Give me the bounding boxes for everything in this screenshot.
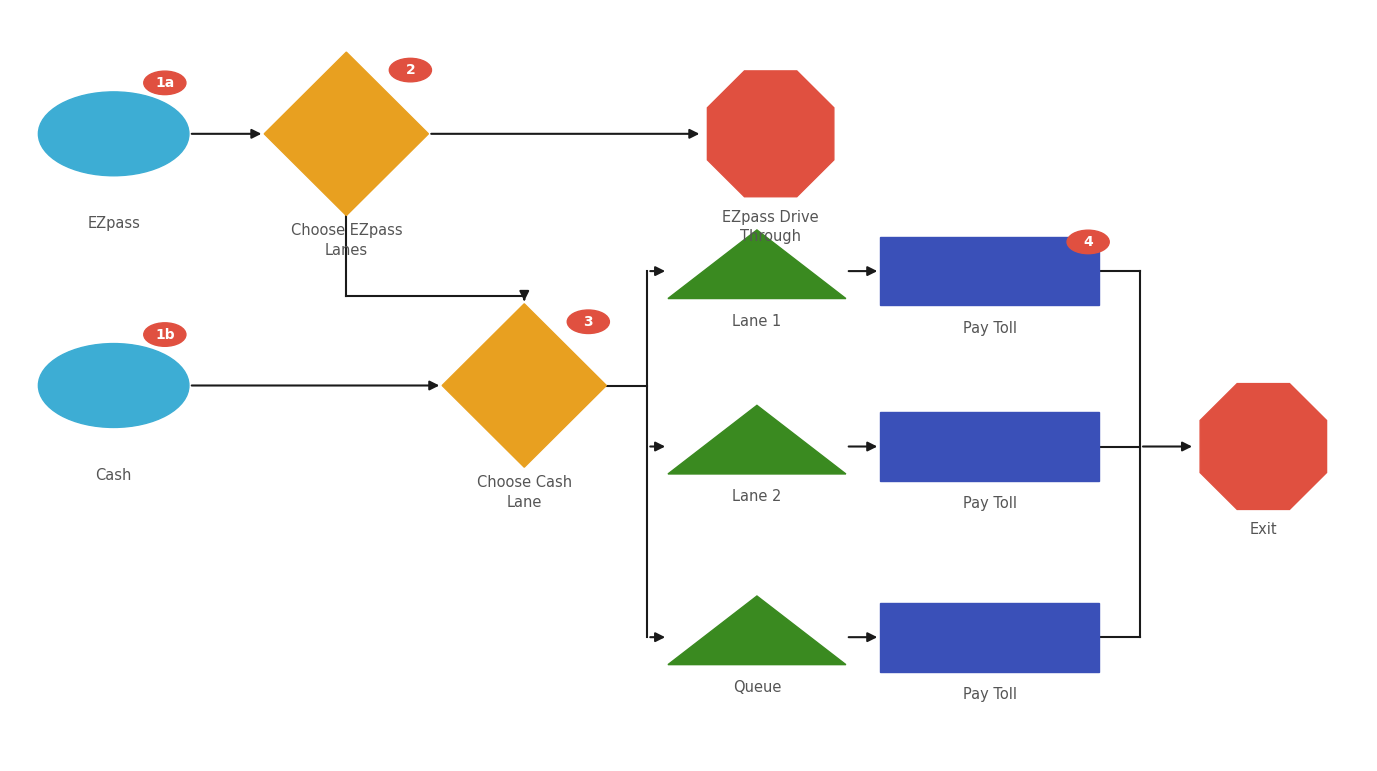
Polygon shape [708, 71, 834, 197]
Circle shape [39, 344, 189, 427]
Text: 3: 3 [584, 315, 593, 328]
Polygon shape [264, 52, 428, 216]
Text: Cash: Cash [95, 468, 132, 483]
Bar [880, 237, 1099, 305]
Text: EZpass: EZpass [87, 217, 140, 231]
Bar [880, 603, 1099, 672]
Text: Lane 1: Lane 1 [733, 314, 782, 328]
Text: Exit: Exit [1249, 522, 1276, 537]
Polygon shape [668, 596, 845, 665]
Text: Pay Toll: Pay Toll [963, 496, 1016, 511]
Circle shape [390, 59, 431, 82]
Text: 2: 2 [405, 63, 416, 77]
Circle shape [143, 323, 186, 346]
Text: 1b: 1b [156, 328, 175, 342]
Circle shape [1067, 231, 1110, 254]
Polygon shape [668, 406, 845, 474]
Text: Pay Toll: Pay Toll [963, 687, 1016, 702]
Bar [880, 412, 1099, 481]
Polygon shape [668, 230, 845, 298]
Text: Choose Cash
Lane: Choose Cash Lane [476, 475, 571, 510]
Circle shape [567, 310, 610, 334]
Text: Pay Toll: Pay Toll [963, 321, 1016, 335]
Text: Queue: Queue [733, 680, 781, 695]
Text: Lane 2: Lane 2 [733, 490, 782, 504]
Text: Choose EZpass
Lanes: Choose EZpass Lanes [291, 223, 402, 258]
Circle shape [39, 92, 189, 176]
Text: EZpass Drive
Through: EZpass Drive Through [723, 210, 819, 244]
Circle shape [143, 71, 186, 95]
Polygon shape [442, 304, 606, 467]
Text: 1a: 1a [156, 76, 175, 90]
Polygon shape [1201, 384, 1326, 510]
Text: 4: 4 [1084, 235, 1093, 249]
